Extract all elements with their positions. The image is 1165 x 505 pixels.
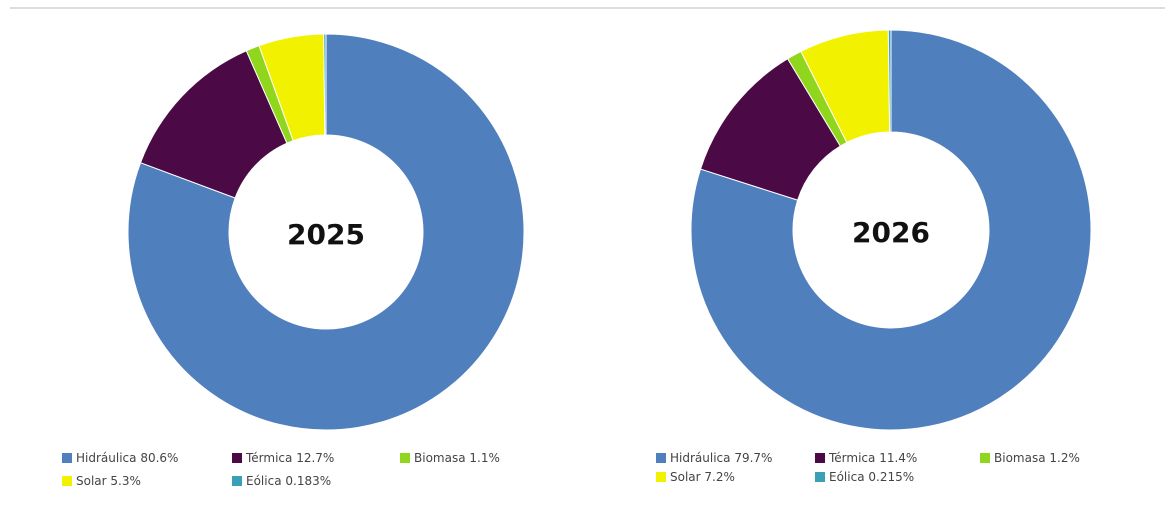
- donut-slice: [323, 33, 327, 136]
- legend-value: 1.1%: [469, 451, 500, 465]
- legend-name: Biomasa: [414, 451, 466, 465]
- legend-name: Eólica: [246, 474, 282, 488]
- legend-swatch: [62, 453, 72, 463]
- legend-value: 80.6%: [140, 451, 178, 465]
- legend-name: Hidráulica: [670, 451, 731, 465]
- legend-label: Térmica 11.4%: [828, 451, 917, 465]
- legend-swatch: [656, 472, 666, 482]
- legend-value: 12.7%: [296, 451, 334, 465]
- legend-label: Eólica 0.215%: [829, 470, 914, 484]
- chart-title: 2025: [287, 218, 365, 251]
- legend-swatch: [62, 476, 72, 486]
- chart-title: 2026: [852, 216, 930, 249]
- legend-label: Solar 7.2%: [670, 470, 735, 484]
- legend-name: Térmica: [828, 451, 875, 465]
- legend-swatch: [815, 472, 825, 482]
- legend-label: Eólica 0.183%: [246, 474, 331, 488]
- legend-value: 0.215%: [868, 470, 914, 484]
- legend-swatch: [232, 476, 242, 486]
- legend-value: 7.2%: [704, 470, 735, 484]
- legend-label: Térmica 12.7%: [245, 451, 334, 465]
- legend-label: Hidráulica 79.7%: [670, 451, 772, 465]
- legend-name: Térmica: [245, 451, 292, 465]
- legend-swatch: [980, 453, 990, 463]
- legend-label: Biomasa 1.1%: [414, 451, 500, 465]
- donut-slice: [127, 33, 525, 431]
- legend-name: Biomasa: [994, 451, 1046, 465]
- legend-name: Eólica: [829, 470, 865, 484]
- legend-swatch: [815, 453, 825, 463]
- donut-slice: [887, 29, 892, 133]
- legend-value: 79.7%: [734, 451, 772, 465]
- legend-value: 5.3%: [110, 474, 141, 488]
- legend-swatch: [400, 453, 410, 463]
- legend-name: Hidráulica: [76, 451, 137, 465]
- legend-name: Solar: [670, 470, 701, 484]
- legend-label: Solar 5.3%: [76, 474, 141, 488]
- legend-value: 11.4%: [879, 451, 917, 465]
- legend-value: 0.183%: [285, 474, 331, 488]
- legend-value: 1.2%: [1049, 451, 1080, 465]
- legend-label: Biomasa 1.2%: [994, 451, 1080, 465]
- legend-label: Hidráulica 80.6%: [76, 451, 178, 465]
- donut-slice: [690, 29, 1092, 431]
- legend-swatch: [232, 453, 242, 463]
- legend-swatch: [656, 453, 666, 463]
- legend-name: Solar: [76, 474, 107, 488]
